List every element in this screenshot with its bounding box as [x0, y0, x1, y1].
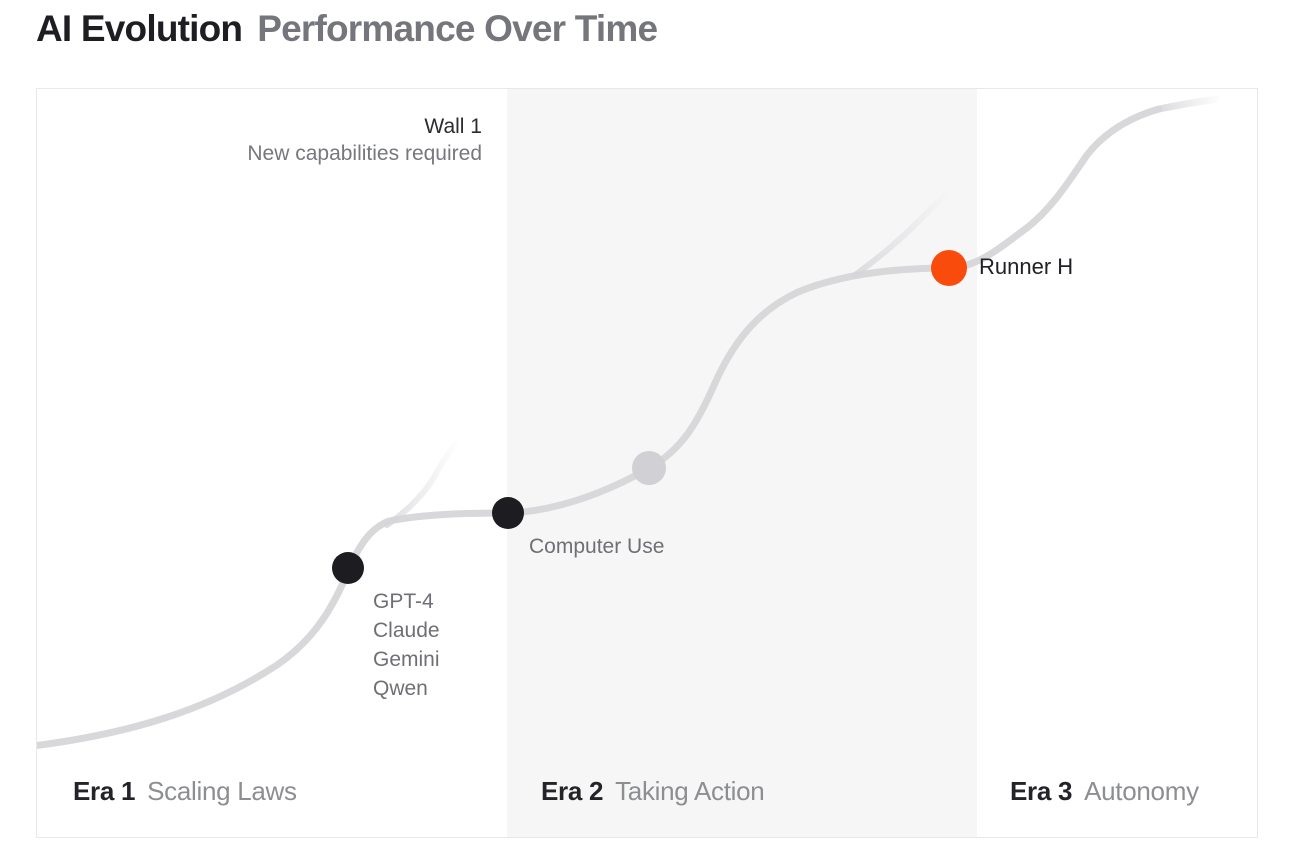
page-title-secondary: Performance Over Time: [257, 8, 658, 49]
main-sigmoid-curve: [37, 105, 1163, 749]
curve-svg: [37, 95, 1221, 749]
era3-fading-tip: [1155, 95, 1221, 113]
era-2-label: Era 2 Taking Action: [541, 775, 765, 807]
era-2-name: Taking Action: [615, 776, 765, 806]
era-1-number: Era 1: [73, 776, 136, 806]
milestone-label-runner-h: Runner H: [979, 254, 1074, 279]
wall-1-annotation: Wall 1 New capabilities required: [37, 113, 482, 167]
era-1-label: Era 1 Scaling Laws: [73, 775, 297, 807]
wall-1-subtitle: New capabilities required: [247, 142, 482, 165]
milestone-dot-gpt4-class-models: [332, 552, 364, 584]
page-title-primary: AI Evolution: [36, 8, 243, 49]
page-title: AI Evolution Performance Over Time: [36, 8, 658, 50]
model-label-claude: Claude: [373, 619, 440, 642]
milestone-label-computer-use: Computer Use: [529, 535, 665, 558]
era-panel-taking-action: [507, 89, 977, 837]
era-3-name: Autonomy: [1084, 776, 1199, 806]
milestone-dots: [332, 250, 967, 584]
model-label-qwen: Qwen: [373, 677, 428, 700]
era-3-label: Era 3 Autonomy: [1010, 775, 1199, 807]
era-panel-scaling-laws: [37, 89, 508, 837]
era-3-number: Era 3: [1010, 776, 1073, 806]
model-label-gemini: Gemini: [373, 648, 440, 671]
milestone-dot-era2-midpoint: [632, 451, 666, 485]
wall1-fading-branch: [384, 439, 460, 528]
era-panel-autonomy: [976, 89, 1257, 837]
milestone-dot-runner-h: [931, 250, 967, 286]
wall-1-title: Wall 1: [424, 115, 482, 138]
model-label-gpt4: GPT-4: [373, 590, 434, 613]
era-2-number: Era 2: [541, 776, 604, 806]
era-1-name: Scaling Laws: [147, 776, 297, 806]
milestone-label-models: GPT-4 Claude Gemini Qwen: [373, 587, 440, 703]
evolution-chart: Wall 1 New capabilities required GPT-4 C…: [36, 88, 1258, 838]
milestone-dot-computer-use: [492, 497, 524, 529]
wall2-fading-branch: [852, 190, 950, 278]
